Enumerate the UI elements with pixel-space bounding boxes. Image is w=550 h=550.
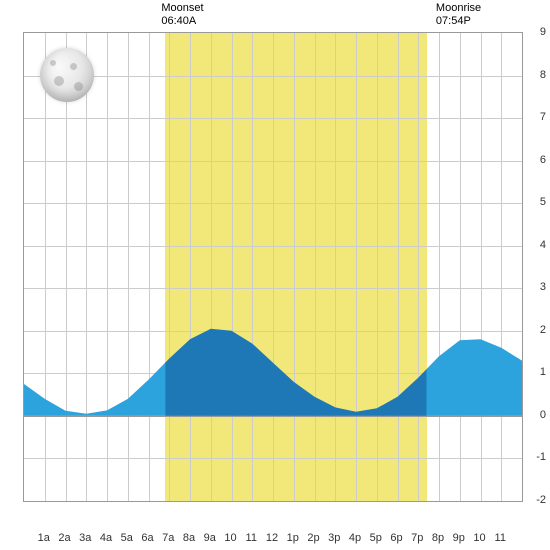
x-tick-label: 2a <box>58 532 70 544</box>
x-tick-label: 4p <box>349 532 361 544</box>
moon-crater <box>74 82 83 91</box>
x-tick-label: 7a <box>162 532 174 544</box>
zero-line <box>24 416 522 417</box>
y-tick-label: 9 <box>540 26 546 38</box>
y-tick-label: 0 <box>540 409 546 421</box>
x-tick-label: 11 <box>495 532 506 544</box>
x-tick-label: 5p <box>370 532 382 544</box>
x-tick-label: 10 <box>473 532 485 544</box>
moon-crater <box>70 63 77 70</box>
x-tick-label: 1p <box>287 532 299 544</box>
x-tick-label: 11 <box>246 532 257 544</box>
x-tick-label: 7p <box>411 532 423 544</box>
y-tick-label: 5 <box>540 196 546 208</box>
y-tick-label: -1 <box>536 451 546 463</box>
y-tick-label: 4 <box>540 239 546 251</box>
moon-crater <box>50 60 56 66</box>
x-tick-label: 9a <box>204 532 216 544</box>
x-tick-label: 6a <box>141 532 153 544</box>
moon-crater <box>54 76 64 86</box>
x-tick-label: 12 <box>266 532 278 544</box>
x-tick-label: 8p <box>432 532 444 544</box>
moonset-time: 06:40A <box>161 15 203 28</box>
x-tick-label: 9p <box>453 532 465 544</box>
y-tick-label: 2 <box>540 324 546 336</box>
x-tick-label: 2p <box>307 532 319 544</box>
moonset-title: Moonset <box>161 2 203 15</box>
moonrise-label: Moonrise 07:54P <box>436 2 481 28</box>
y-tick-label: 8 <box>540 69 546 81</box>
y-tick-label: 3 <box>540 281 546 293</box>
x-tick-label: 5a <box>121 532 133 544</box>
y-tick-label: 7 <box>540 111 546 123</box>
moon-icon <box>40 48 94 102</box>
x-tick-label: 3p <box>328 532 340 544</box>
x-tick-label: 3a <box>79 532 91 544</box>
x-tick-label: 10 <box>224 532 236 544</box>
plot-area <box>23 32 523 502</box>
y-tick-label: 1 <box>540 366 546 378</box>
tide-chart-container: Moonset 06:40A Moonrise 07:54P -2-101234… <box>0 0 550 550</box>
moonrise-time: 07:54P <box>436 15 481 28</box>
moonset-label: Moonset 06:40A <box>161 2 203 28</box>
x-tick-label: 1a <box>38 532 50 544</box>
y-tick-label: 6 <box>540 154 546 166</box>
moonrise-title: Moonrise <box>436 2 481 15</box>
x-tick-label: 4a <box>100 532 112 544</box>
x-tick-label: 8a <box>183 532 195 544</box>
x-tick-label: 6p <box>390 532 402 544</box>
y-tick-label: -2 <box>536 494 546 506</box>
tide-area-light <box>24 33 522 501</box>
